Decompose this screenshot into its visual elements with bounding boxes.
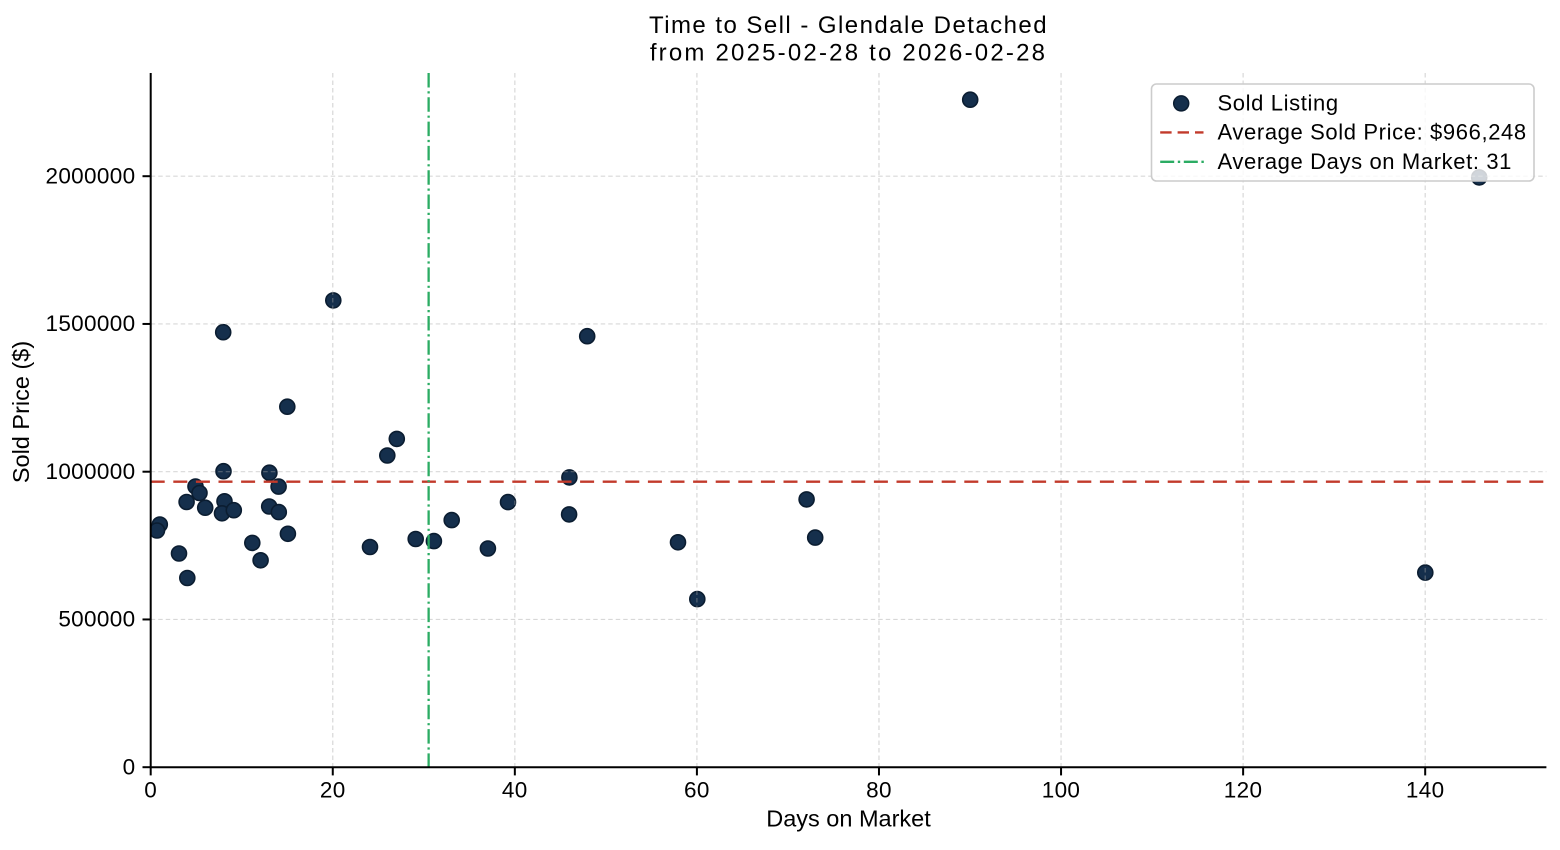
svg-text:500000: 500000: [58, 607, 135, 632]
svg-text:1000000: 1000000: [45, 459, 135, 484]
svg-text:40: 40: [502, 778, 528, 803]
svg-text:from 2025-02-28 to 2026-02-28: from 2025-02-28 to 2026-02-28: [650, 39, 1047, 66]
svg-text:1500000: 1500000: [45, 311, 135, 336]
svg-text:80: 80: [866, 778, 892, 803]
svg-text:Days on Market: Days on Market: [766, 805, 931, 831]
svg-text:Sold Price ($): Sold Price ($): [8, 341, 34, 483]
svg-text:Time to Sell - Glendale Detach: Time to Sell - Glendale Detached: [649, 12, 1048, 39]
svg-text:Average Sold Price: $966,248: Average Sold Price: $966,248: [1218, 120, 1527, 145]
svg-text:Average Days on Market: 31: Average Days on Market: 31: [1218, 149, 1513, 174]
svg-text:100: 100: [1042, 778, 1081, 803]
svg-text:0: 0: [144, 778, 157, 803]
svg-text:20: 20: [320, 778, 346, 803]
svg-text:120: 120: [1224, 778, 1263, 803]
svg-text:2000000: 2000000: [45, 163, 135, 188]
svg-text:Sold Listing: Sold Listing: [1218, 91, 1339, 116]
svg-text:140: 140: [1406, 778, 1445, 803]
svg-text:0: 0: [123, 754, 136, 779]
svg-text:60: 60: [684, 778, 710, 803]
